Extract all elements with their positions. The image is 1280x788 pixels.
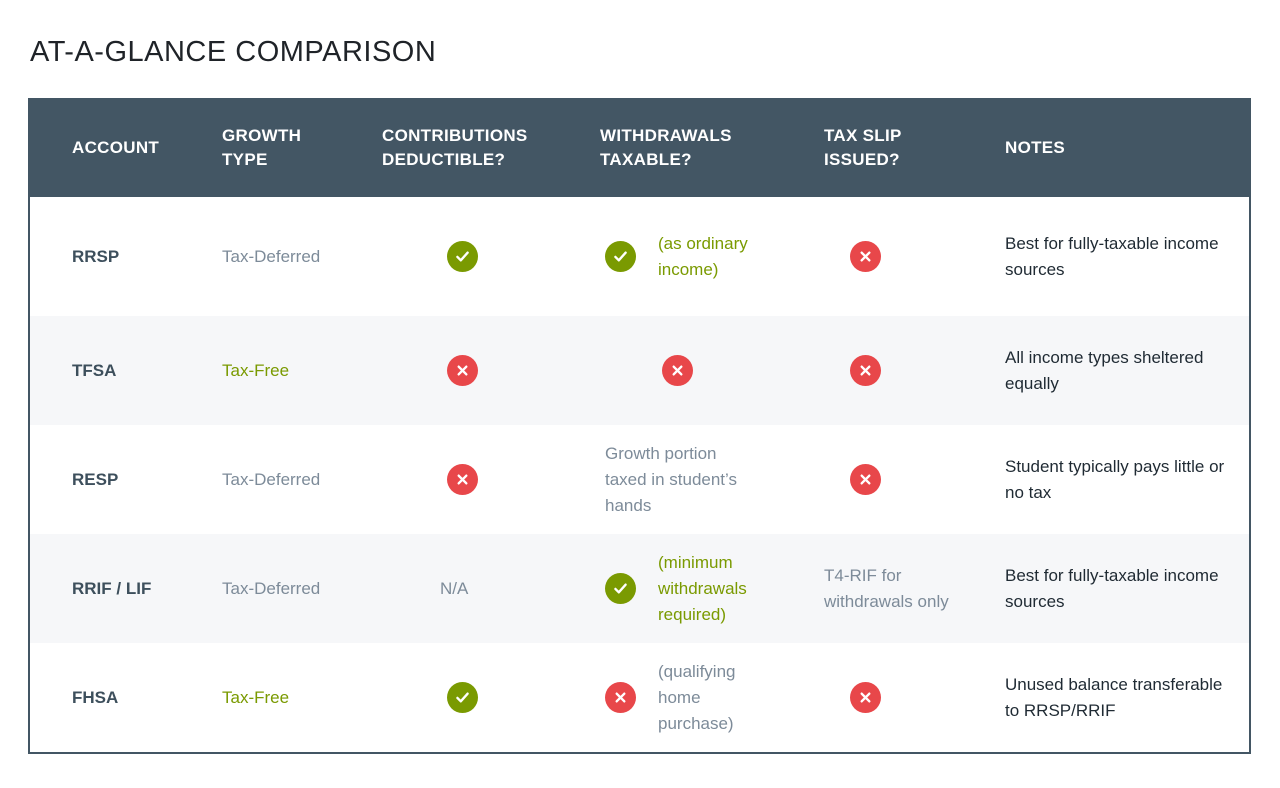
table-row: RRSP Tax-Deferred (as ordinary income) Best… xyxy=(30,197,1249,316)
header-contributions-deductible: CONTRIBUTIONS DEDUCTIBLE? xyxy=(382,125,528,169)
check-icon xyxy=(605,573,636,604)
contributions-deductible xyxy=(382,464,600,495)
header-growth-type: GROWTH TYPE xyxy=(222,125,302,169)
withdrawals-taxable: (minimum withdrawals required) xyxy=(600,550,824,628)
contributions-deductible xyxy=(382,355,600,386)
tax-slip-issued xyxy=(824,241,1005,272)
tax-slip-text: T4-RIF for withdrawals only xyxy=(824,565,949,611)
withdrawals-taxable: Growth portion taxed in student’s hands xyxy=(600,441,824,519)
tax-slip-issued: T4-RIF for withdrawals only xyxy=(824,563,1005,615)
cross-icon xyxy=(850,355,881,386)
header-account: ACCOUNT xyxy=(72,137,160,157)
cross-icon xyxy=(850,241,881,272)
contributions-deductible: N/A xyxy=(382,576,600,602)
table-row: RRIF / LIF Tax-Deferred N/A (minimum withdr… xyxy=(30,534,1249,643)
growth-type: Tax-Deferred xyxy=(222,469,321,489)
account-name: RESP xyxy=(72,469,119,489)
notes: Best for fully-taxable income sources xyxy=(1005,565,1219,611)
cross-icon xyxy=(850,464,881,495)
notes: Best for fully-taxable income sources xyxy=(1005,233,1219,279)
account-name: RRIF / LIF xyxy=(72,578,152,598)
growth-type: Tax-Deferred xyxy=(222,246,321,266)
notes: Unused balance transferable to RRSP/RRIF xyxy=(1005,674,1223,720)
header-withdrawals-taxable: WITHDRAWALS TAXABLE? xyxy=(600,125,732,169)
table-row: FHSA Tax-Free (qualifying home purchase) Un… xyxy=(30,643,1249,752)
cross-icon xyxy=(605,682,636,713)
withdrawals-note: (minimum withdrawals required) xyxy=(658,552,747,624)
notes: All income types sheltered equally xyxy=(1005,347,1204,393)
account-name: RRSP xyxy=(72,246,120,266)
withdrawals-taxable: (qualifying home purchase) xyxy=(600,659,824,737)
tax-slip-issued xyxy=(824,355,1005,386)
check-icon xyxy=(447,682,478,713)
growth-type: Tax-Deferred xyxy=(222,578,321,598)
growth-type: Tax-Free xyxy=(222,360,290,380)
contributions-deductible xyxy=(382,682,600,713)
header-notes: NOTES xyxy=(1005,137,1066,157)
withdrawals-note: (qualifying home purchase) xyxy=(658,661,736,733)
account-name: TFSA xyxy=(72,360,117,380)
comparison-table: ACCOUNT GROWTH TYPE CONTRIBUTIONS DEDUCT… xyxy=(28,98,1251,754)
cross-icon xyxy=(662,355,693,386)
tax-slip-issued xyxy=(824,464,1005,495)
growth-type: Tax-Free xyxy=(222,687,290,707)
withdrawals-note: (as ordinary income) xyxy=(658,233,748,279)
account-name: FHSA xyxy=(72,687,119,707)
contributions-deductible xyxy=(382,241,600,272)
cross-icon xyxy=(447,464,478,495)
tax-slip-issued xyxy=(824,682,1005,713)
check-icon xyxy=(605,241,636,272)
check-icon xyxy=(447,241,478,272)
header-tax-slip: TAX SLIP ISSUED? xyxy=(824,125,902,169)
withdrawals-taxable xyxy=(600,355,824,386)
page-title: AT-A-GLANCE COMPARISON xyxy=(30,36,437,68)
cross-icon xyxy=(850,682,881,713)
cross-icon xyxy=(447,355,478,386)
withdrawals-note: Growth portion taxed in student’s hands xyxy=(605,443,737,515)
deductible-text: N/A xyxy=(440,578,469,598)
withdrawals-taxable: (as ordinary income) xyxy=(600,231,824,283)
table-row: TFSA Tax-Free All income types sheltered e… xyxy=(30,316,1249,425)
table-row: RESP Tax-Deferred Growth portion taxed in … xyxy=(30,425,1249,534)
notes: Student typically pays little or no tax xyxy=(1005,456,1225,502)
table-header: ACCOUNT GROWTH TYPE CONTRIBUTIONS DEDUCT… xyxy=(30,98,1249,197)
